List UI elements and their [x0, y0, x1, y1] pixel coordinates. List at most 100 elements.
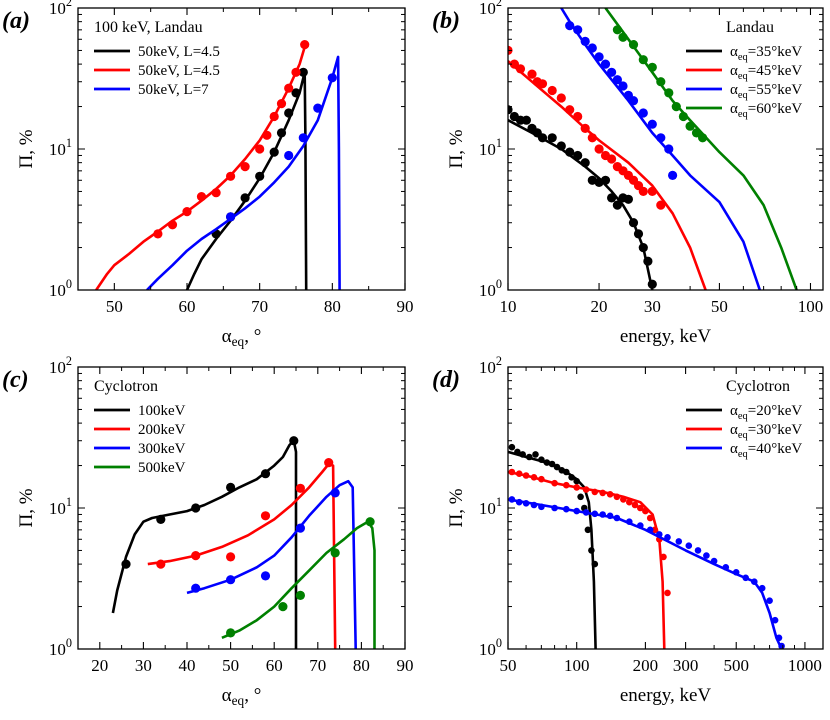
plot-area [508, 443, 785, 649]
data-point [324, 458, 334, 468]
data-point [255, 171, 265, 181]
data-point [710, 557, 718, 565]
data-point [295, 483, 305, 493]
data-point [226, 628, 236, 638]
data-point [703, 552, 710, 559]
x-tick-label: 1000 [788, 656, 822, 675]
data-point [612, 25, 623, 35]
data-point [573, 25, 583, 35]
data-point [698, 133, 708, 143]
data-point [153, 229, 163, 239]
data-point [582, 486, 590, 493]
data-point [685, 542, 693, 549]
data-point [330, 488, 340, 498]
series-line-2 [186, 479, 357, 649]
data-point [537, 133, 548, 143]
data-point [607, 193, 617, 203]
series-line-2 [146, 55, 341, 290]
data-point [685, 121, 695, 131]
data-point [606, 512, 614, 520]
x-axis-label: αeq, ° [222, 685, 262, 708]
data-point [599, 511, 606, 518]
data-point [637, 504, 644, 512]
data-point [563, 481, 570, 489]
data-point [515, 470, 523, 478]
legend-entry: 50keV, L=4.5 [138, 63, 220, 79]
data-point [620, 496, 627, 503]
data-point [656, 200, 666, 210]
panel-letter: (b) [432, 8, 460, 34]
x-axis-label: energy, keV [620, 326, 712, 347]
data-point [538, 503, 545, 511]
x-axis-label: energy, keV [620, 685, 712, 706]
legend-entry: 50keV, L=7 [138, 82, 209, 98]
data-point [260, 571, 271, 581]
legend-entry: 50keV, L=4.5 [138, 44, 220, 60]
panel-letter: (d) [432, 367, 460, 393]
y-tick-label: 100 [49, 277, 72, 300]
data-point [573, 111, 583, 122]
data-point [191, 551, 201, 561]
plot-area [508, 8, 798, 290]
data-point [600, 175, 611, 185]
data-point [722, 564, 730, 571]
data-point [637, 522, 644, 529]
data-point [530, 474, 538, 481]
data-point [515, 64, 526, 74]
data-point [547, 133, 557, 143]
data-point [612, 200, 623, 210]
data-point [255, 144, 265, 154]
data-point [527, 69, 537, 79]
data-point [580, 158, 590, 168]
data-point [530, 501, 538, 509]
data-point [298, 67, 308, 77]
y-tick-label: 101 [49, 136, 72, 159]
y-tick-label: 101 [479, 495, 502, 518]
data-point [675, 538, 683, 545]
data-point [298, 133, 308, 143]
data-point [240, 193, 250, 203]
data-point [508, 443, 516, 451]
data-point [563, 505, 570, 513]
data-point [295, 523, 305, 533]
x-tick-label: 80 [353, 656, 370, 675]
data-point [563, 468, 570, 476]
data-point [508, 496, 516, 503]
panel-c: 20 30 40 50 60 70 80 90 100 101 102 αeq, ° Π, % (c) Cy… [2, 354, 414, 708]
data-point [538, 456, 545, 464]
data-point [656, 77, 666, 87]
data-point [668, 170, 678, 180]
data-point [628, 40, 639, 50]
data-point [664, 144, 674, 154]
series-line-1 [147, 462, 337, 649]
data-point [537, 79, 548, 89]
data-point [647, 119, 657, 129]
data-point [758, 584, 766, 592]
series-line-0 [111, 439, 298, 649]
data-point [568, 474, 575, 481]
data-point [631, 501, 639, 509]
data-point [269, 147, 279, 157]
x-tick-label: 70 [309, 656, 326, 675]
data-point [226, 212, 236, 222]
x-axis-label: αeq, ° [222, 326, 262, 349]
data-point [664, 534, 671, 541]
data-point [588, 547, 595, 554]
data-point [664, 88, 674, 98]
x-tick-label: 30 [644, 297, 661, 316]
legend-entry: αeq=30°keV [730, 422, 802, 441]
series-line-0 [185, 71, 308, 290]
y-tick-label: 102 [479, 0, 502, 18]
data-point [613, 493, 621, 501]
data-point [262, 130, 272, 140]
series-line-3 [221, 520, 376, 649]
x-tick-label: 50 [106, 297, 123, 316]
y-tick-label: 100 [479, 277, 502, 300]
x-tick-label: 60 [266, 656, 283, 675]
x-tick-label: 10 [500, 297, 517, 316]
x-tick-label: 20 [91, 656, 108, 675]
data-point [577, 493, 584, 501]
panel-letter: (a) [2, 8, 30, 34]
legend-entry: 500keV [138, 460, 186, 476]
